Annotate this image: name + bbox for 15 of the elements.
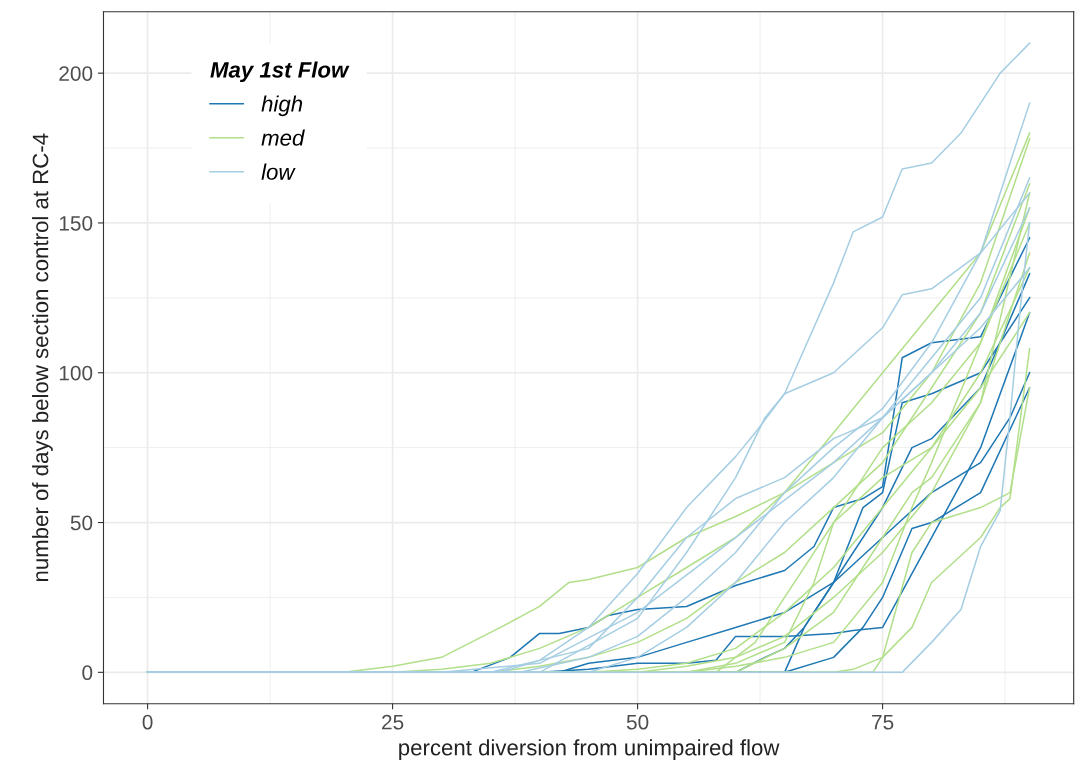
x-tick-label: 0 xyxy=(142,714,153,730)
x-tick-label: 25 xyxy=(382,714,404,730)
legend-label: med xyxy=(261,129,305,146)
legend-label: low xyxy=(261,163,296,180)
y-tick-label: 0 xyxy=(82,665,93,681)
y-tick-label: 200 xyxy=(59,66,93,81)
legend-label: high xyxy=(261,95,303,117)
y-axis-title: number of days below section control at RC-4 xyxy=(32,133,53,582)
y-tick-label: 50 xyxy=(70,515,93,531)
legend-title: May 1st Flow xyxy=(210,61,350,83)
x-axis-title: percent diversion from unimpaired flow xyxy=(399,739,780,760)
x-tick-label: 75 xyxy=(872,714,894,730)
y-tick-label: 150 xyxy=(59,215,93,231)
y-tick-label: 100 xyxy=(59,365,93,381)
x-tick-label: 50 xyxy=(626,714,649,730)
